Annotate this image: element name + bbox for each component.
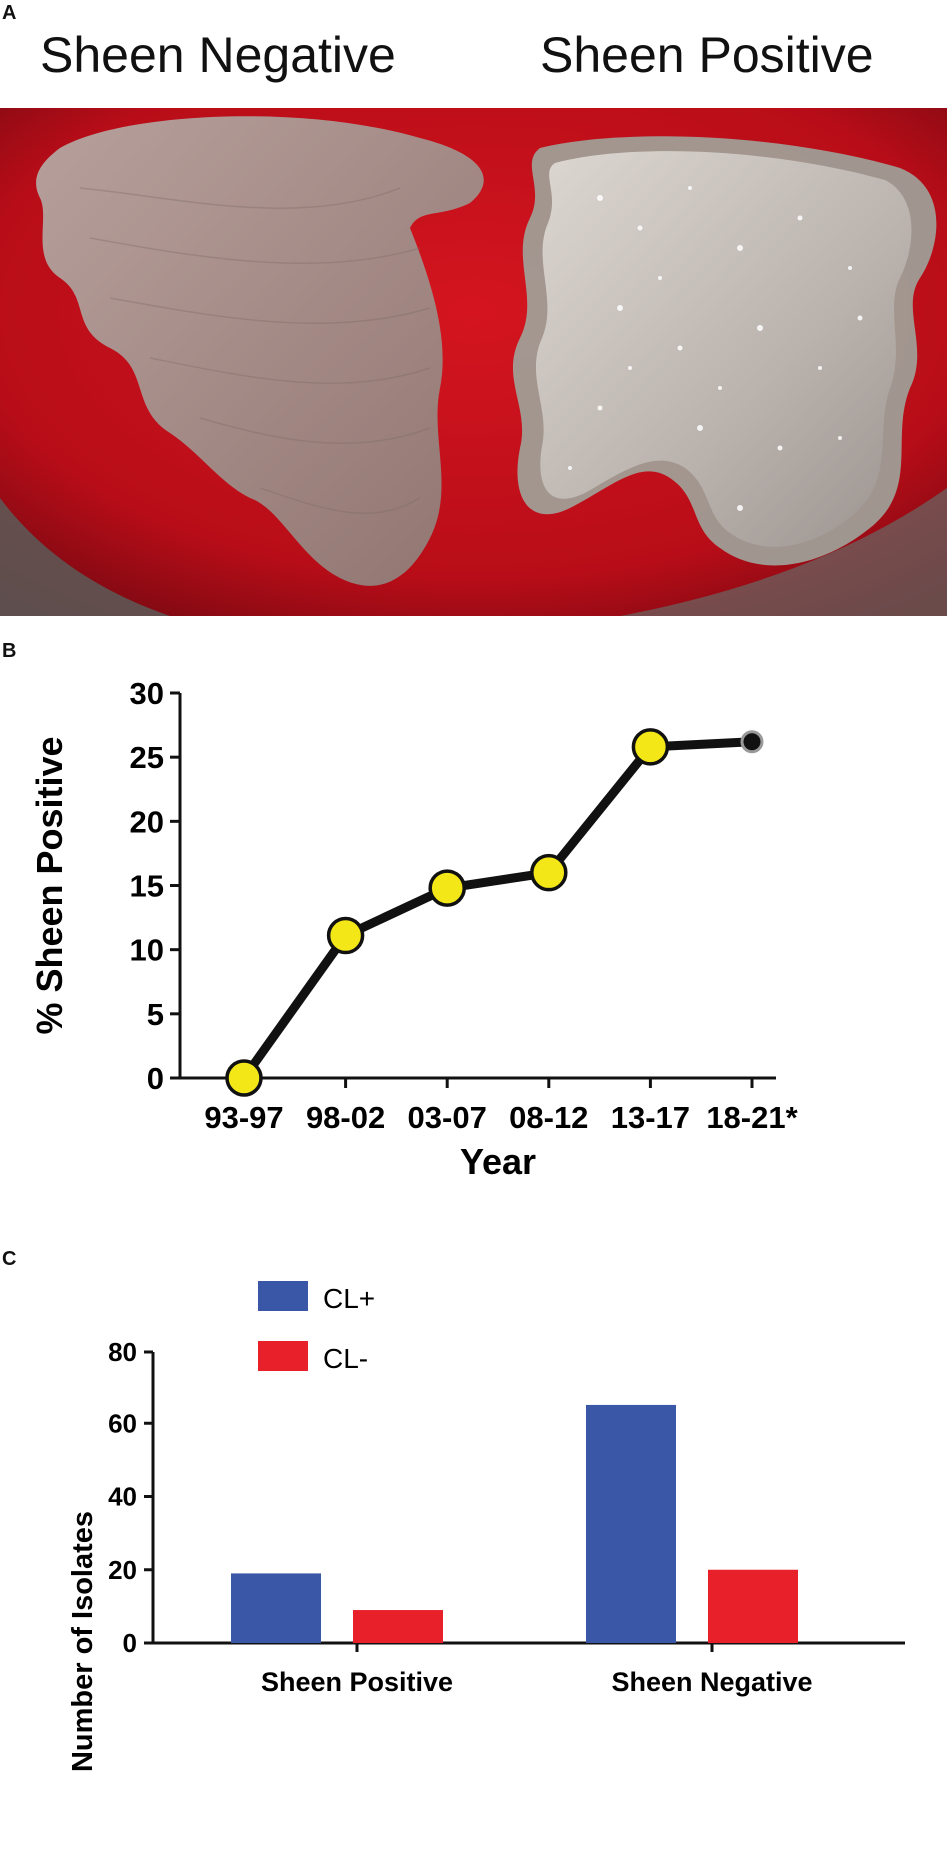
data-point xyxy=(631,728,670,766)
y-tick-label: 5 xyxy=(147,997,164,1032)
y-tick-label: 40 xyxy=(108,1482,137,1512)
x-tick-label: 13-17 xyxy=(611,1100,690,1135)
sheen-negative-label: Sheen Negative xyxy=(40,27,396,83)
sheen-positive-label: Sheen Positive xyxy=(540,27,874,83)
bar xyxy=(231,1573,321,1643)
panel-letter-a: A xyxy=(2,2,17,24)
legend-swatch xyxy=(258,1341,308,1371)
bar-chart-axes: 0 20 40 60 80 Number of Isolates Sheen Positiv… xyxy=(67,1337,905,1772)
y-tick-label: 60 xyxy=(108,1408,137,1438)
bar xyxy=(353,1610,443,1643)
y-tick-label: 20 xyxy=(130,804,164,839)
x-tick-label: Sheen Negative xyxy=(611,1667,812,1697)
bar xyxy=(708,1569,798,1643)
y-axis-title: % Sheen Positive xyxy=(29,736,70,1034)
culture-plate-photo xyxy=(0,108,947,616)
data-point xyxy=(428,869,466,907)
y-tick-label: 20 xyxy=(108,1555,137,1585)
y-tick-label: 0 xyxy=(123,1628,137,1658)
y-tick-label: 0 xyxy=(147,1061,164,1096)
x-tick-label: 98-02 xyxy=(306,1100,385,1135)
data-point xyxy=(740,730,764,754)
x-tick-label: 18-21* xyxy=(706,1100,798,1135)
panel-letter-c: C xyxy=(2,1248,17,1270)
x-tick-label: 03-07 xyxy=(408,1100,487,1135)
legend: CL+ CL- xyxy=(258,1281,375,1374)
x-axis-title: Year xyxy=(460,1141,536,1182)
legend-label: CL+ xyxy=(323,1283,375,1314)
isolates-bar-chart: 0 20 40 60 80 Number of Isolates Sheen Positiv… xyxy=(0,1250,947,1868)
data-point xyxy=(225,1059,263,1097)
x-tick-label: Sheen Positive xyxy=(261,1667,453,1697)
data-point xyxy=(326,916,365,955)
x-tick-label: 93-97 xyxy=(204,1100,283,1135)
legend-label: CL- xyxy=(323,1343,368,1374)
y-tick-label: 15 xyxy=(130,869,164,904)
sheen-positive-colony xyxy=(512,136,937,566)
y-tick-label: 80 xyxy=(108,1337,137,1367)
y-tick-label: 25 xyxy=(130,740,164,775)
sheen-trend-line-chart: 0 5 10 15 20 25 30 93-97 98-02 03-07 08-12 13-17 18-… xyxy=(0,640,947,1250)
x-tick-label: 08-12 xyxy=(509,1100,588,1135)
y-tick-label: 30 xyxy=(130,676,164,711)
data-point xyxy=(530,853,568,892)
y-tick-label: 10 xyxy=(130,933,164,968)
sheen-negative-colony xyxy=(36,116,484,586)
panel-letter-b: B xyxy=(2,640,17,662)
series-line xyxy=(240,737,753,1081)
bar xyxy=(586,1404,676,1643)
line-chart-axes: 0 5 10 15 20 25 30 93-97 98-02 03-07 08-12 13-17 18-… xyxy=(29,676,799,1182)
y-axis-title: Number of Isolates xyxy=(67,1511,99,1772)
legend-swatch xyxy=(258,1281,308,1311)
